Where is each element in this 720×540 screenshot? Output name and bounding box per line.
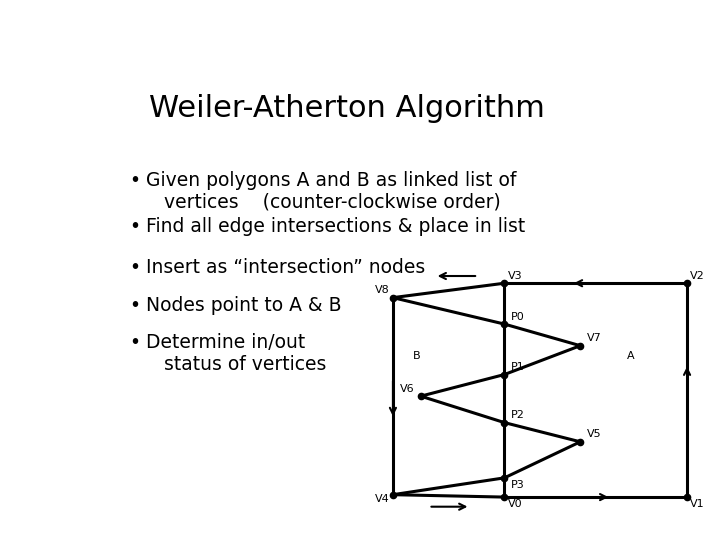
- Text: V7: V7: [587, 333, 601, 343]
- Text: •: •: [129, 295, 140, 315]
- Text: Nodes point to A & B: Nodes point to A & B: [145, 295, 341, 315]
- Text: P3: P3: [510, 480, 524, 490]
- Text: V3: V3: [508, 271, 522, 281]
- Text: •: •: [129, 333, 140, 352]
- Text: V2: V2: [690, 271, 705, 281]
- Text: V1: V1: [690, 499, 705, 509]
- Text: •: •: [129, 171, 140, 190]
- Text: V5: V5: [587, 429, 601, 440]
- Text: P2: P2: [510, 410, 524, 420]
- Text: P0: P0: [510, 312, 524, 322]
- Text: P1: P1: [510, 362, 524, 372]
- Text: V4: V4: [375, 494, 390, 504]
- Text: V0: V0: [508, 499, 522, 509]
- Text: V8: V8: [375, 285, 390, 295]
- Text: Determine in/out
   status of vertices: Determine in/out status of vertices: [145, 333, 326, 374]
- Text: Find all edge intersections & place in list: Find all edge intersections & place in l…: [145, 217, 525, 235]
- Text: Insert as “intersection” nodes: Insert as “intersection” nodes: [145, 258, 425, 277]
- Text: Given polygons A and B as linked list of
   vertices    (counter-clockwise order: Given polygons A and B as linked list of…: [145, 171, 516, 212]
- Text: V6: V6: [400, 384, 415, 394]
- Text: Weiler-Atherton Algorithm: Weiler-Atherton Algorithm: [149, 94, 544, 123]
- Text: A: A: [626, 352, 634, 361]
- Text: •: •: [129, 217, 140, 235]
- Text: •: •: [129, 258, 140, 277]
- Text: B: B: [413, 352, 420, 361]
